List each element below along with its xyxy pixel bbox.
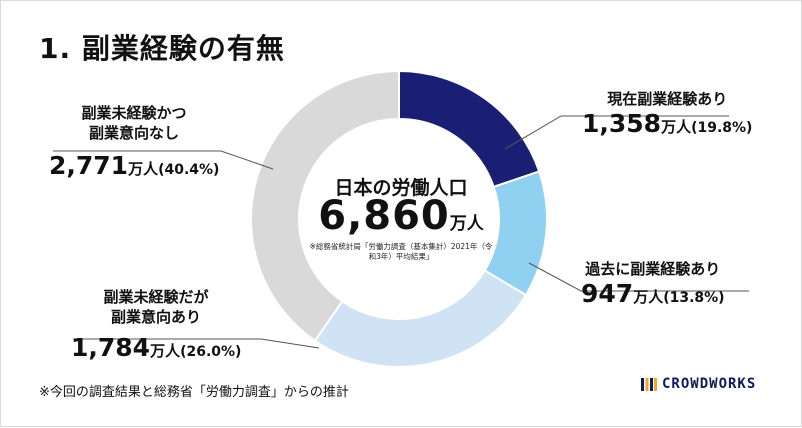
crowdworks-logo: CROWDWORKS xyxy=(641,376,756,392)
slice-current xyxy=(398,69,541,189)
slice-label-past: 過去に副業経験あり 947万人(13.8%) xyxy=(581,259,725,309)
slice-unit-current: 万人 xyxy=(661,118,692,136)
slice-unit-intend: 万人 xyxy=(150,342,181,360)
logo-text: CROWDWORKS xyxy=(662,376,757,392)
slice-pct-intend: (26.0%) xyxy=(180,344,242,360)
slice-name-intend-2: 副業意向あり xyxy=(110,308,201,326)
center-value-unit: 万人 xyxy=(449,214,484,234)
slice-intend xyxy=(313,269,528,368)
page-title: 1. 副業経験の有無 xyxy=(39,32,285,65)
center-source-note: ※総務省統計局「労働力調査（基本集計）2021年（令和3年）平均結果」 xyxy=(309,242,493,261)
slice-pct-past: (13.8%) xyxy=(663,290,725,306)
slice-name-none-2: 副業意向なし xyxy=(88,124,179,142)
leader-line-intend xyxy=(73,338,320,349)
slice-name-past: 過去に副業経験あり xyxy=(585,260,721,278)
footnote: ※今回の調査結果と総務省「労働力調査」からの推計 xyxy=(39,385,349,400)
leader-line-past xyxy=(528,262,749,292)
slice-label-current: 現在副業経験あり 1,358万人(19.8%) xyxy=(582,89,752,139)
slice-name-current: 現在副業経験あり xyxy=(607,90,728,108)
slice-value-past: 947 xyxy=(581,279,634,308)
slice-label-none: 副業未経験かつ 副業意向なし 2,771万人(40.4%) xyxy=(49,103,219,181)
slice-value-none: 2,771 xyxy=(49,151,129,180)
slice-pct-current: (19.8%) xyxy=(691,120,753,136)
slice-name-intend-1: 副業未経験だが xyxy=(103,288,209,306)
center-value-number: 6,860 xyxy=(318,193,450,239)
leader-line-none xyxy=(53,150,274,170)
slice-value-intend: 1,784 xyxy=(71,333,151,362)
crowdworks-logo-icon xyxy=(641,377,657,391)
slice-pct-none: (40.4%) xyxy=(158,162,220,178)
slice-label-intend: 副業未経験だが 副業意向あり 1,784万人(26.0%) xyxy=(71,287,241,363)
slice-unit-past: 万人 xyxy=(633,288,664,306)
leader-line-current xyxy=(504,115,729,150)
slice-value-current: 1,358 xyxy=(582,109,662,138)
slice-none xyxy=(250,69,400,343)
slice-name-none-1: 副業未経験かつ xyxy=(81,104,187,122)
slice-unit-none: 万人 xyxy=(128,160,159,178)
center-title: 日本の労働人口 xyxy=(334,177,468,199)
center-value: 6,860万人 xyxy=(301,193,501,239)
